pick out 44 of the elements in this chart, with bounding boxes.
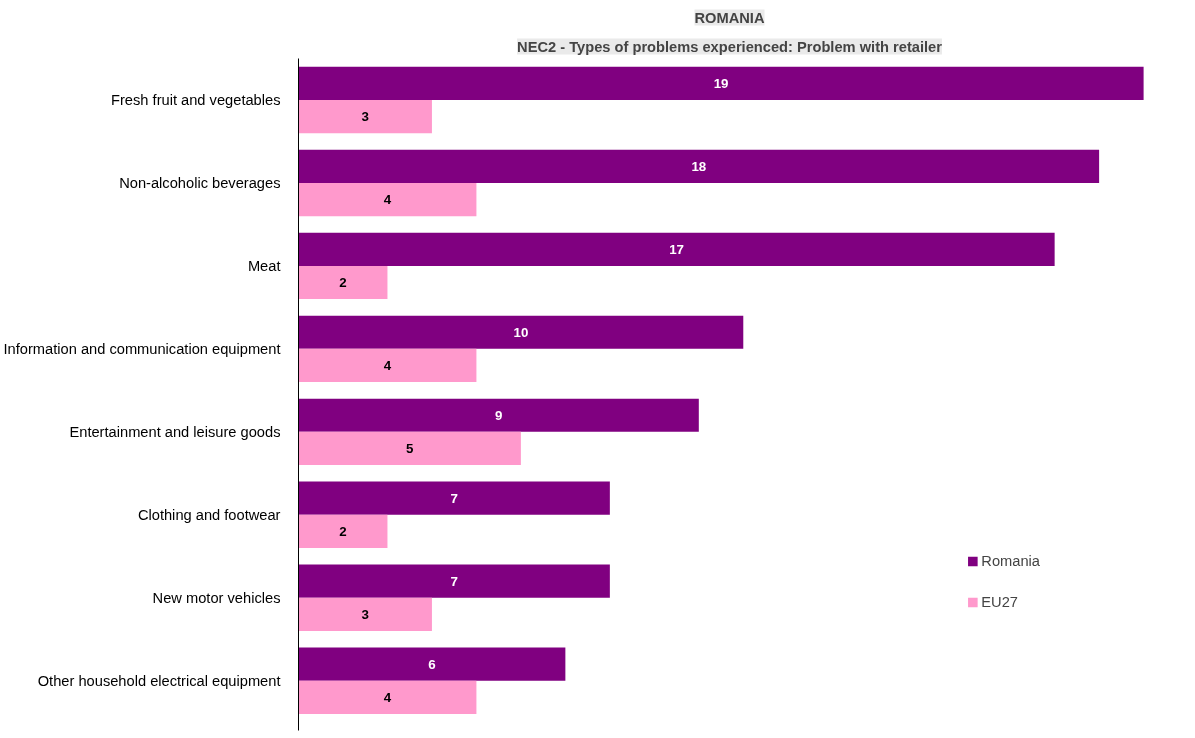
y-tick-label: Information and communication equipment <box>3 340 281 357</box>
y-tick-label: Other household electrical equipment <box>37 672 281 689</box>
data-label: 7 <box>450 490 458 506</box>
bar <box>298 680 477 714</box>
chart-subtitle: NEC2 - Types of problems experienced: Problem with retailer <box>517 38 943 55</box>
data-label: 3 <box>361 109 369 125</box>
data-label: 10 <box>513 324 529 340</box>
y-tick-label: Clothing and footwear <box>137 506 281 523</box>
bar <box>298 149 1100 183</box>
bar <box>298 232 1055 266</box>
y-tick-label: Entertainment and leisure goods <box>69 423 281 440</box>
bar <box>298 348 477 383</box>
data-label: 19 <box>713 75 729 91</box>
y-tick-label: Meat <box>247 257 281 274</box>
bar <box>298 481 610 515</box>
bar <box>298 564 610 598</box>
bar <box>298 265 388 300</box>
bar <box>298 66 1144 100</box>
y-tick-label: New motor vehicles <box>152 589 281 606</box>
bar <box>298 514 388 548</box>
data-label: 2 <box>339 523 347 539</box>
data-label: 5 <box>405 440 414 456</box>
legend-label: EU27 <box>981 594 1019 610</box>
data-label: 9 <box>494 407 503 423</box>
bar <box>298 597 432 631</box>
data-label: 2 <box>339 275 347 290</box>
data-label: 4 <box>383 689 392 705</box>
data-label: 17 <box>669 241 684 257</box>
bar <box>298 99 432 134</box>
y-tick-label: Fresh fruit and vegetables <box>111 91 281 108</box>
data-label: 3 <box>361 606 369 622</box>
data-label: 7 <box>450 573 458 589</box>
chart-title: ROMANIA <box>694 9 765 26</box>
bar <box>298 398 699 432</box>
data-label: 18 <box>691 158 707 174</box>
bar <box>298 182 477 217</box>
bar <box>298 431 521 466</box>
bar <box>298 647 566 681</box>
data-label: 4 <box>383 192 392 208</box>
data-label: 6 <box>428 656 436 672</box>
bar <box>298 315 744 349</box>
data-label: 4 <box>383 357 392 373</box>
legend-label: Romania <box>981 553 1040 569</box>
y-tick-label: Non-alcoholic beverages <box>119 174 281 191</box>
